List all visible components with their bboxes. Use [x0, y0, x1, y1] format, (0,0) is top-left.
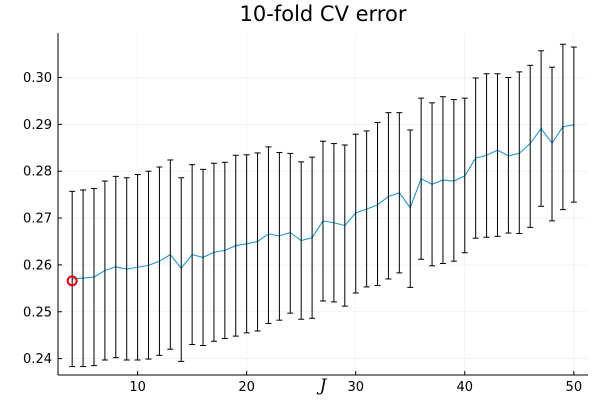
axes — [57, 33, 588, 376]
errorbar-11 — [145, 170, 152, 360]
errorbar-26 — [309, 156, 316, 319]
y-axis-ticks: 0.24 0.25 0.26 0.27 0.28 0.29 0.30 — [23, 71, 62, 367]
errorbar-14 — [178, 177, 185, 362]
x-tick-label-30: 30 — [347, 380, 364, 395]
errorbar-32 — [374, 121, 381, 287]
errorbar-40 — [461, 97, 468, 254]
errorbar-9 — [123, 177, 130, 361]
x-tick-label-20: 20 — [238, 380, 255, 395]
x-axis-label: J — [317, 376, 328, 396]
marker-circle — [66, 275, 78, 287]
y-tick-label-5: 0.29 — [23, 118, 52, 133]
errorbar-24 — [287, 152, 294, 314]
errorbar-16 — [200, 168, 207, 346]
errorbar-12 — [156, 166, 163, 356]
y-tick-label-1: 0.25 — [23, 305, 52, 320]
errorbar-6 — [90, 188, 97, 367]
errorbars — [69, 43, 577, 368]
errorbar-25 — [298, 161, 305, 320]
x-tick-label-40: 40 — [456, 380, 473, 395]
x-tick-label-50: 50 — [566, 380, 583, 395]
y-tick-label-2: 0.26 — [23, 258, 52, 273]
errorbar-48 — [549, 66, 556, 222]
errorbar-33 — [385, 112, 392, 280]
errorbar-8 — [112, 175, 119, 359]
errorbar-5 — [80, 189, 87, 368]
y-tick-label-0: 0.24 — [23, 352, 52, 367]
errorbar-39 — [450, 99, 457, 262]
errorbar-30 — [352, 133, 359, 294]
errorbar-38 — [439, 96, 446, 264]
x-axis-ticks: 10 20 30 40 50 — [129, 371, 582, 395]
chart-title: 10-fold CV error — [240, 2, 407, 26]
errorbar-49 — [559, 43, 566, 211]
y-tick-label-4: 0.28 — [23, 165, 52, 180]
errorbar-10 — [134, 173, 141, 361]
errorbar-29 — [341, 144, 348, 307]
errorbar-47 — [538, 50, 545, 207]
x-tick-label-10: 10 — [129, 380, 146, 395]
errorbar-23 — [276, 151, 283, 321]
errorbar-44 — [505, 77, 512, 234]
errorbar-35 — [407, 129, 414, 288]
errorbar-50 — [570, 46, 577, 203]
errorbar-13 — [167, 159, 174, 350]
y-tick-label-6: 0.30 — [23, 71, 52, 86]
errorbar-43 — [494, 73, 501, 237]
errorbar-37 — [429, 102, 436, 267]
errorbar-34 — [396, 112, 403, 274]
errorbar-21 — [254, 152, 261, 332]
errorbar-28 — [330, 143, 337, 303]
errorbar-17 — [210, 162, 217, 342]
errorbar-7 — [101, 180, 108, 361]
errorbar-18 — [221, 161, 228, 339]
errorbar-42 — [483, 73, 490, 238]
errorbar-36 — [418, 97, 425, 260]
selected-point-marker — [66, 275, 78, 287]
errorbar-19 — [232, 154, 239, 337]
errorbar-27 — [320, 140, 326, 302]
errorbar-22 — [265, 146, 272, 324]
errorbar-31 — [363, 130, 370, 288]
errorbar-45 — [516, 71, 523, 235]
errorbar-41 — [472, 77, 479, 239]
y-tick-label-3: 0.27 — [23, 212, 52, 227]
errorbar-4 — [69, 190, 76, 368]
errorbar-15 — [189, 164, 196, 346]
errorbar-46 — [527, 64, 534, 228]
errorbar-20 — [243, 154, 250, 334]
